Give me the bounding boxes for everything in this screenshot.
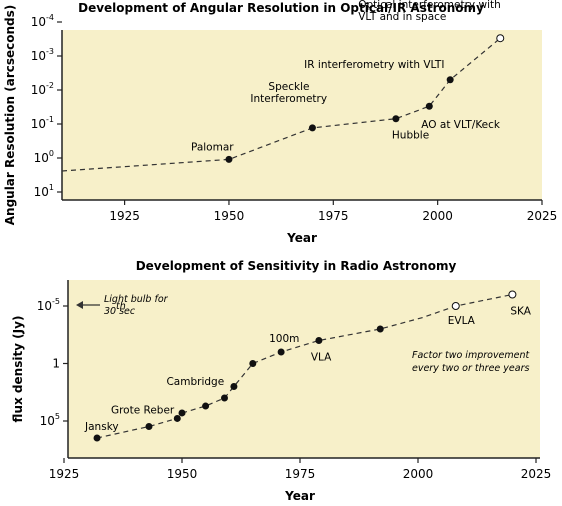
y-axis-label: Angular Resolution (arcseconds) (3, 5, 17, 226)
x-ticks: 1925 1950 1975 2000 2025 (109, 200, 557, 223)
y-ticks: 10-4 10-3 10-2 10-1 100 101 (31, 13, 62, 199)
x-tick-label: 2025 (527, 209, 558, 223)
annotation-label: Optical interferometry with VLT and in sp… (358, 0, 501, 23)
y-ticks: 10-5 1 105 (37, 297, 68, 428)
chart-title: Development of Sensitivity in Radio Astr… (136, 259, 457, 273)
annotations: Jansky Grote Reber Cambridge 100m VLA EVLA SKA (84, 306, 532, 433)
data-point (392, 115, 400, 123)
annotation-label: Cambridge (166, 376, 224, 388)
x-tick-label: 1975 (285, 467, 316, 481)
data-point-open (451, 302, 460, 310)
data-point-open (496, 34, 505, 43)
side-note-superscript: th (116, 301, 126, 312)
data-point (202, 402, 210, 410)
side-note-light-bulb: Light bulb for 30 sec (104, 294, 169, 317)
x-ticks: 1925 1950 1975 2000 2025 (49, 458, 552, 481)
annotation-label: IR interferometry with VLTI (304, 59, 444, 71)
annotation-label: Speckle Interferometry (250, 81, 327, 105)
annotation-label: VLA (311, 352, 332, 364)
x-tick-label: 1925 (109, 209, 140, 223)
chart-title: Development of Angular Resolution in Opt… (78, 1, 484, 15)
annotation-label: SKA (510, 306, 531, 318)
x-tick-label: 1950 (214, 209, 245, 223)
data-point (376, 325, 384, 333)
data-point (308, 124, 316, 132)
x-axis-label: Year (284, 489, 315, 503)
data-point (225, 155, 233, 163)
annotation-label: Grote Reber (111, 404, 175, 416)
data-point (315, 337, 323, 344)
y-tick-label: 10-3 (31, 47, 54, 63)
data-point (425, 102, 433, 110)
x-tick-label: 1975 (318, 209, 349, 223)
x-tick-label: 2000 (403, 467, 434, 481)
y-tick-label: 10-4 (31, 13, 54, 29)
series-radio-sensitivity (93, 290, 517, 442)
y-tick-label: 10-5 (37, 297, 60, 313)
data-point (145, 422, 153, 430)
data-point (93, 434, 101, 442)
data-point (446, 76, 454, 84)
annotation-label: Jansky (84, 421, 119, 433)
annotation-label: Palomar (191, 141, 234, 153)
chart-radio-sensitivity: Development of Sensitivity in Radio Astr… (11, 259, 551, 503)
y-tick-label: 10-2 (31, 81, 54, 97)
x-tick-label: 1925 (49, 467, 80, 481)
y-axis-label: flux density (Jy) (11, 316, 25, 423)
x-axis-label: Year (286, 231, 317, 245)
annotation-label: EVLA (448, 315, 476, 327)
arrow-left-icon (76, 301, 83, 309)
series-angular-resolution (61, 34, 505, 172)
annotation-label: Hubble (392, 130, 429, 142)
annotation-label: 100m (269, 333, 299, 345)
annotation-label: AO at VLT/Keck (421, 119, 501, 131)
x-tick-label: 1950 (167, 467, 198, 481)
y-tick-label: 105 (40, 412, 60, 428)
chart-angular-resolution: Development of Angular Resolution in Opt… (3, 0, 557, 245)
x-tick-label: 2000 (422, 209, 453, 223)
side-note-factor: Factor two improvement every two or three… (412, 350, 531, 374)
data-point-open (508, 290, 517, 299)
x-tick-label: 2025 (521, 467, 552, 481)
data-point (173, 414, 181, 422)
plot-area (62, 30, 542, 200)
data-point (277, 348, 285, 356)
data-point (230, 383, 238, 390)
y-tick-label: 1 (52, 357, 60, 371)
data-point (249, 360, 257, 367)
y-tick-label: 10-1 (31, 115, 54, 131)
y-tick-label: 101 (34, 183, 54, 199)
data-point (220, 394, 228, 402)
y-tick-label: 100 (34, 149, 54, 165)
data-point (178, 409, 186, 417)
